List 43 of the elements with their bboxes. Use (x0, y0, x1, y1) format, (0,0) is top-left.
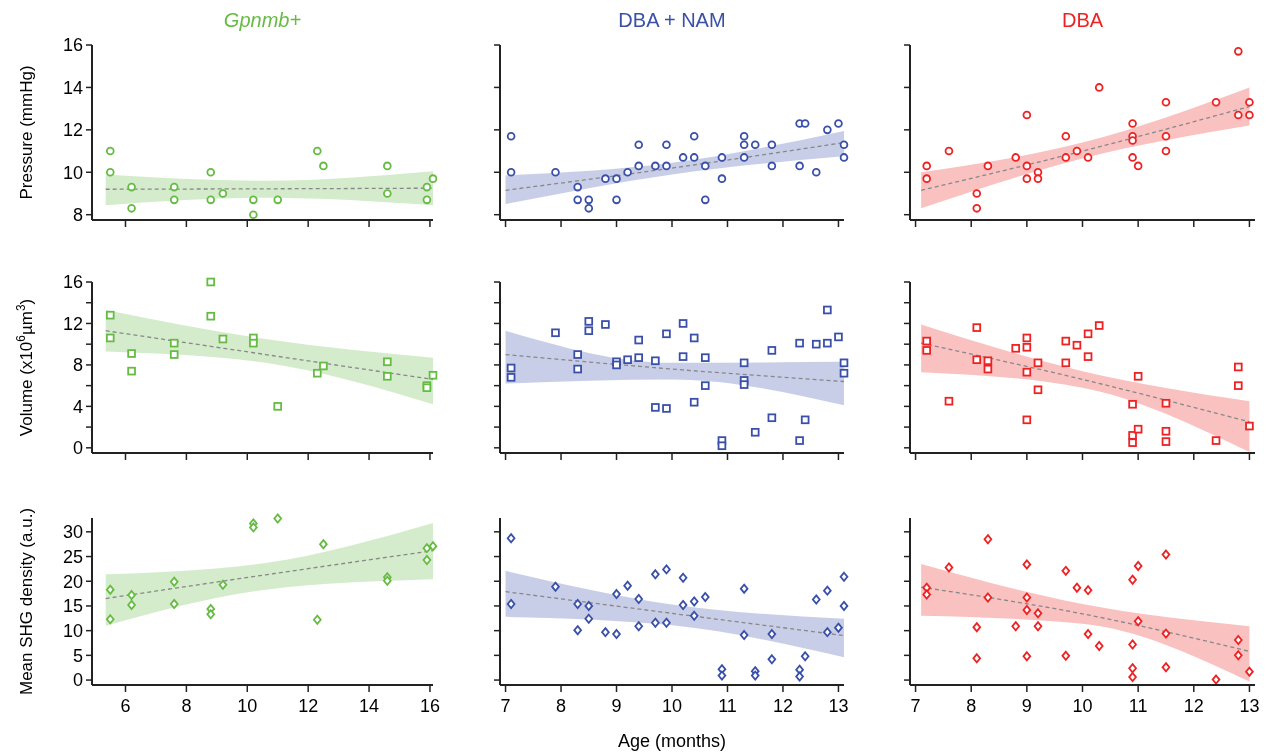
chart-title: DBA + NAM (618, 9, 726, 31)
x-tick-label: 13 (1239, 696, 1260, 716)
x-tick-label: 12 (772, 696, 793, 716)
x-tick-label: 14 (359, 696, 380, 716)
x-tick-label: 16 (419, 696, 440, 716)
x-tick-label: 10 (661, 696, 683, 716)
y-tick-label: 8 (72, 355, 83, 376)
x-axis-title: Age (months) (617, 731, 727, 751)
y-tick-label: 14 (62, 77, 83, 98)
y-tick-label: 8 (72, 205, 83, 225)
y-tick-label: 12 (62, 120, 83, 141)
y-tick-label: 0 (72, 670, 83, 691)
chart-title: DBA (1061, 9, 1104, 31)
x-tick-label: 10 (237, 696, 258, 716)
x-tick-label: 7 (500, 696, 511, 716)
y-tick-label: 10 (62, 620, 83, 641)
y-tick-label: 30 (62, 522, 83, 543)
x-tick-label: 9 (1021, 696, 1032, 716)
chart-title: Gpnmb+ (223, 9, 302, 31)
x-tick-label: 8 (181, 696, 192, 716)
x-tick-label: 6 (120, 696, 131, 716)
x-tick-label: 9 (611, 696, 622, 716)
y-tick-label: 10 (62, 162, 83, 183)
y-tick-label: 4 (72, 396, 83, 417)
x-tick-label: 12 (298, 696, 319, 716)
y-tick-label: 16 (62, 272, 83, 293)
y-tick-label: 12 (62, 313, 83, 334)
x-tick-label: 8 (966, 696, 977, 716)
y-axis-title: Mean SHG density (a.u.) (17, 507, 36, 696)
y-tick-label: 15 (62, 596, 83, 617)
y-tick-label: 20 (62, 571, 83, 592)
x-tick-label: 11 (1128, 696, 1148, 716)
x-tick-label: 7 (910, 696, 921, 716)
x-tick-label: 13 (828, 696, 849, 716)
y-tick-label: 0 (72, 438, 83, 459)
x-tick-label: 11 (718, 696, 737, 716)
x-tick-label: 12 (1183, 696, 1204, 716)
y-tick-label: 25 (62, 546, 83, 567)
y-tick-label: 16 (62, 35, 83, 56)
x-tick-label: 8 (556, 696, 567, 716)
y-tick-label: 5 (72, 645, 83, 666)
y-axis-title: Pressure (mmHg) (17, 65, 36, 200)
x-tick-label: 10 (1072, 696, 1093, 716)
